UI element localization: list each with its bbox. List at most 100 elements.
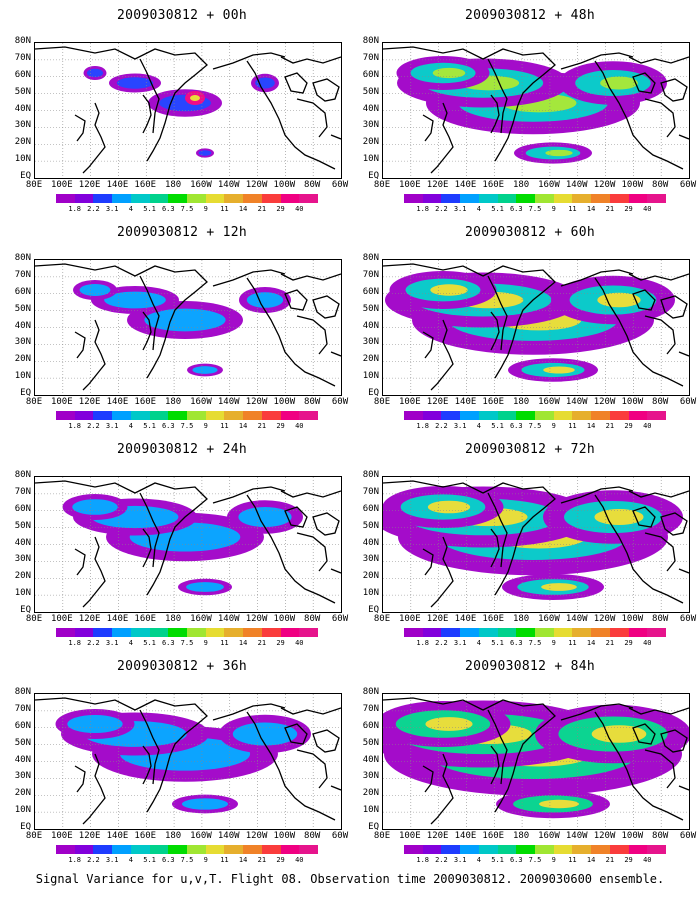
coastline (678, 785, 689, 791)
coastline (74, 765, 86, 793)
latitude-label: 70N (14, 486, 31, 497)
colorbar-swatch (516, 628, 536, 637)
colorbar-label: 29 (276, 422, 285, 430)
longitude-label: 160W (190, 831, 212, 841)
longitude-label: 140W (217, 180, 240, 190)
latitude-label: 20N (362, 571, 379, 582)
longitude-label: 100E (50, 180, 73, 190)
colorbar-label: 7.5 (180, 422, 194, 430)
coastline (430, 102, 454, 174)
variance-shading (383, 700, 689, 819)
longitude-label: 60W (331, 180, 349, 190)
coastline (487, 58, 508, 134)
forecast-panel: 2009030812 + 36h 80N 70N 60N 50N 40N 30N 20N 10N… (12, 659, 352, 874)
colorbar (404, 628, 667, 637)
colorbar-label: 5.1 (143, 856, 156, 864)
longitude-label: 140E (454, 397, 477, 407)
longitude-label: 100W (273, 397, 296, 407)
coastline (560, 486, 634, 504)
colorbar-swatch (149, 411, 169, 420)
colorbar-label: 1.8 (416, 205, 430, 213)
latitude-label: 20N (362, 137, 379, 148)
longitude-label: 60W (679, 831, 697, 841)
latitude-label: 30N (362, 771, 379, 782)
longitude-label: 140W (565, 614, 588, 624)
longitude-label: 80W (652, 397, 669, 407)
latitude-label: 30N (362, 554, 379, 565)
colorbar-swatch (553, 411, 573, 420)
colorbar-label: 4 (476, 205, 481, 213)
colorbar-swatch (609, 845, 629, 854)
longitude-label: 140W (217, 397, 240, 407)
colorbar-label: 1.8 (68, 856, 82, 864)
longitude-label: 120W (593, 831, 616, 841)
colorbar-label: 4 (476, 856, 481, 864)
latitude-label: 30N (14, 337, 31, 348)
colorbar-swatch (299, 845, 319, 854)
panel-title: 2009030812 + 36h (116, 659, 248, 674)
signal-variance-map (382, 693, 690, 830)
coastline (330, 351, 341, 357)
longitude-label: 80E (25, 397, 43, 407)
colorbar-swatch (299, 628, 319, 637)
coastline (82, 102, 106, 174)
longitude-label: 80W (304, 397, 321, 407)
longitude-label: 100W (273, 180, 296, 190)
colorbar-swatch (441, 845, 461, 854)
variance-blob (72, 499, 118, 515)
variance-blob (545, 149, 573, 157)
colorbar-label: 1.8 (68, 205, 82, 213)
colorbar-label: 6.3 (161, 205, 175, 213)
longitude-label: 100E (50, 831, 73, 841)
longitude-label: 120W (245, 614, 268, 624)
variance-blob (246, 292, 284, 308)
coastline (142, 745, 152, 785)
colorbar-label: 29 (276, 856, 285, 864)
variance-blob (104, 291, 166, 309)
latitude-label: 80N (362, 36, 379, 46)
colorbar-swatch (130, 628, 150, 637)
coastline (490, 528, 500, 568)
colorbar-swatch (628, 411, 648, 420)
coastline (212, 269, 286, 287)
latitude-label: 50N (362, 86, 379, 97)
longitude-label: 160W (538, 397, 560, 407)
colorbar-swatch (112, 411, 131, 420)
colorbar-label: 2.2 (87, 422, 100, 430)
forecast-panel: 2009030812 + 00h 80N 70N 60N 50N 40N 30N 20N 10N… (12, 8, 352, 223)
coastline (280, 707, 341, 715)
colorbar-label: 6.3 (509, 856, 523, 864)
colorbar-swatch (56, 845, 75, 854)
signal-variance-map (382, 42, 690, 179)
longitude-label: 80E (373, 180, 391, 190)
latitude-label: EQ (368, 822, 379, 832)
colorbar-label: 2.2 (435, 422, 448, 430)
coastline (644, 98, 676, 138)
coastline (422, 548, 434, 576)
latitude-label: 40N (362, 754, 379, 765)
colorbar (404, 194, 667, 203)
coastline (632, 506, 656, 528)
longitude-label: 160E (134, 180, 157, 190)
variance-blob (116, 77, 154, 89)
longitude-label: 160W (538, 180, 560, 190)
longitude-label: 80W (304, 831, 321, 841)
colorbar-label: 4 (476, 639, 481, 647)
longitude-label: 140E (106, 180, 129, 190)
colorbar-label: 4 (476, 422, 481, 430)
colorbar-swatch (628, 845, 648, 854)
colorbar-swatch (168, 411, 188, 420)
colorbar-label: 1.8 (416, 639, 430, 647)
coastline (490, 745, 500, 785)
latitude-label: 40N (14, 320, 31, 331)
colorbar-label: 29 (276, 205, 285, 213)
longitude-label: 80E (25, 180, 43, 190)
latitude-label: 30N (362, 120, 379, 131)
colorbar-swatch (628, 628, 648, 637)
longitude-label: 120E (426, 831, 449, 841)
longitude-label: 160W (538, 831, 560, 841)
coastline (246, 711, 336, 821)
longitude-label: 120W (245, 180, 268, 190)
colorbar-swatch (261, 845, 281, 854)
variance-peak (190, 95, 200, 101)
